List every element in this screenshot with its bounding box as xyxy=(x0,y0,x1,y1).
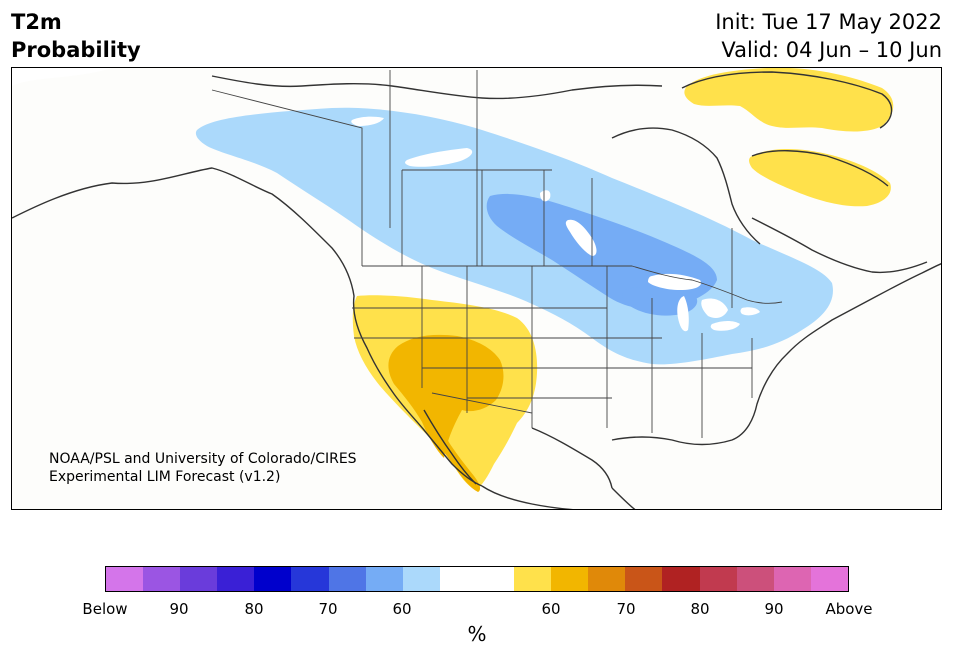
tick-label-above: Above xyxy=(825,600,873,618)
east-coast xyxy=(611,263,941,446)
labrador-coast xyxy=(751,217,928,274)
above-normal-region-hudson xyxy=(749,149,891,207)
probability-map xyxy=(11,67,942,510)
lake-superior xyxy=(648,273,702,290)
colorbar-swatch xyxy=(662,567,700,591)
baja-coast xyxy=(423,409,477,485)
mexico-pacific-coast xyxy=(481,485,574,509)
west-coast xyxy=(12,167,483,487)
arctic-water xyxy=(12,68,112,86)
colorbar-swatch xyxy=(736,567,774,591)
tick-label-below: Below xyxy=(82,600,128,618)
baffin-coast xyxy=(751,150,889,187)
colorbar-swatch xyxy=(291,567,329,591)
tick-label: 70 xyxy=(616,600,636,618)
tick-label: 80 xyxy=(244,600,264,618)
arctic-coast xyxy=(211,75,663,100)
colorbar xyxy=(105,566,849,592)
lake-ontario xyxy=(740,307,760,316)
lake-huron xyxy=(701,298,728,318)
florida-coast xyxy=(611,487,636,509)
valid-period: Valid: 04 Jun – 10 Jun xyxy=(721,38,942,62)
us-canada-border xyxy=(362,265,783,304)
tick-label: 70 xyxy=(318,600,338,618)
lake-athabasca xyxy=(540,190,551,202)
hudson-bay-coast xyxy=(611,127,761,245)
tick-label: 60 xyxy=(392,600,412,618)
gulf-coast-west xyxy=(531,427,613,489)
above-normal-region-greenland xyxy=(684,68,894,132)
colorbar-swatch xyxy=(699,567,737,591)
colorbar-swatch xyxy=(810,567,848,591)
tick-label: 80 xyxy=(690,600,710,618)
above-normal-60-70-region xyxy=(388,334,504,458)
map-title: T2m Probability xyxy=(11,8,141,64)
forecast-dates: Init: Tue 17 May 2022 Valid: 04 Jun – 10… xyxy=(715,8,942,64)
great-slave-lake xyxy=(405,148,473,167)
tick-label: 60 xyxy=(541,600,561,618)
colorbar-swatch xyxy=(625,567,663,591)
title-type: Probability xyxy=(11,38,141,62)
lake-winnipeg xyxy=(565,219,597,256)
colorbar-swatch xyxy=(254,567,292,591)
lake-erie xyxy=(710,321,740,331)
attribution-line-1: NOAA/PSL and University of Colorado/CIRE… xyxy=(49,451,357,467)
colorbar-swatch xyxy=(106,567,144,591)
colorbar-unit: % xyxy=(467,622,487,646)
map-attribution: NOAA/PSL and University of Colorado/CIRE… xyxy=(49,450,357,486)
title-variable: T2m xyxy=(11,10,62,34)
alaska-yukon-border xyxy=(211,89,363,266)
lake-michigan xyxy=(677,296,689,332)
political-borders xyxy=(211,70,783,438)
water-bodies xyxy=(12,68,760,332)
coastlines xyxy=(12,71,941,509)
colorbar-swatch xyxy=(365,567,403,591)
colorbar-swatch xyxy=(551,567,589,591)
colorbar-swatch xyxy=(476,567,515,591)
great-bear-lake xyxy=(351,116,384,126)
colorbar-swatch xyxy=(180,567,218,591)
colorbar-swatch xyxy=(328,567,366,591)
map-svg xyxy=(12,68,941,509)
init-date: Init: Tue 17 May 2022 xyxy=(715,10,942,34)
colorbar-swatch xyxy=(773,567,811,591)
colorbar-swatch xyxy=(588,567,626,591)
colorbar-swatch xyxy=(439,567,477,591)
colorbar-swatch xyxy=(402,567,440,591)
colorbar-swatch xyxy=(217,567,255,591)
greenland-coast xyxy=(681,71,893,129)
attribution-line-2: Experimental LIM Forecast (v1.2) xyxy=(49,469,281,485)
colorbar-swatch xyxy=(514,567,552,591)
colorbar-swatch xyxy=(143,567,181,591)
colorbar-ticks: Below 90 80 70 60 60 70 80 90 Above xyxy=(0,600,953,620)
tick-label: 90 xyxy=(764,600,784,618)
tick-label: 90 xyxy=(169,600,189,618)
